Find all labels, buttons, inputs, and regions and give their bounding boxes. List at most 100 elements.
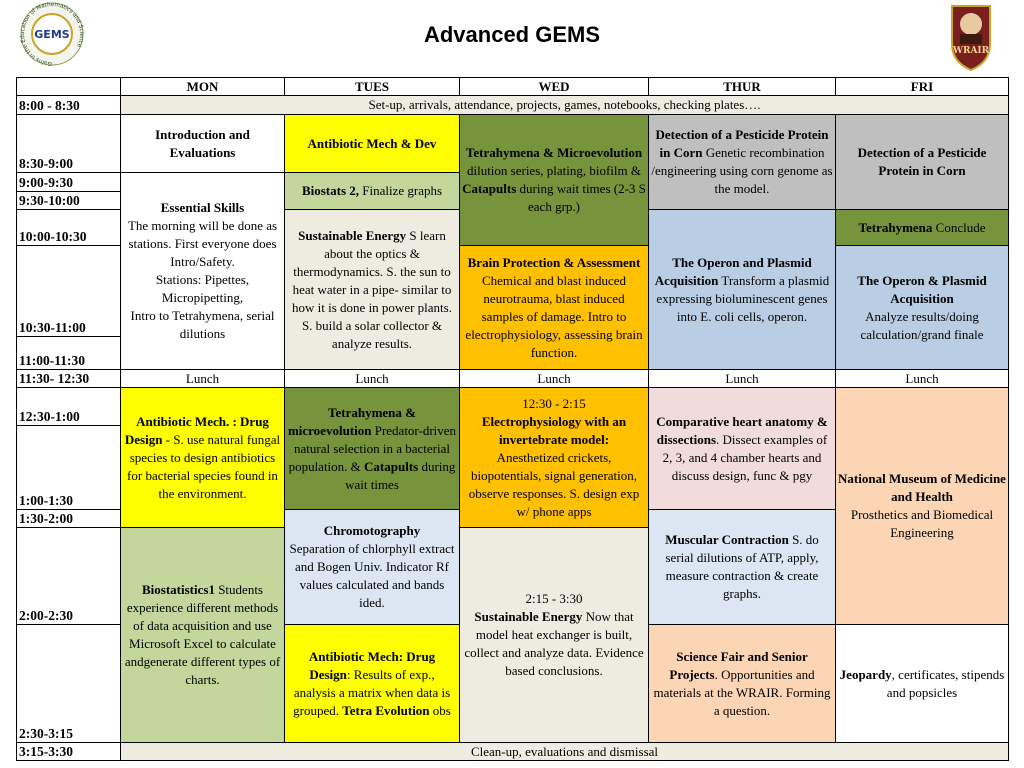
schedule-cell: Detection of a Pesticide Protein in Corn… [648,114,836,210]
bold-text: Jeopardy [839,666,892,682]
wrair-logo: WRAIR [951,5,991,72]
bold-text: The Operon & Plasmid Acquisition [857,272,987,306]
day-header: THUR [648,77,836,96]
cell-paragraph: Chromotography [324,522,421,540]
cell-paragraph: Sustainable Energy S learn about the opt… [287,227,457,353]
bold-text: Electrophysiology with an invertebrate m… [481,413,627,447]
text: Stations: Pipettes, Micropipetting, [155,272,250,305]
bold-text: Detection of a Pesticide Protein in Corn [655,127,829,160]
cell-paragraph: Antibiotic Mech & Dev [308,135,437,153]
logo-text: WRAIR [952,46,990,56]
text: Lunch [537,370,571,386]
cell-paragraph: Tetrahymena & microevolution Predator-dr… [287,404,457,494]
bold-text: Antibiotic Mech. : Drug Design [124,413,269,447]
time-cell: 8:30-9:00 [16,114,121,173]
cell-paragraph: Anesthetized crickets, biopotentials, si… [462,449,646,521]
cell-paragraph: Biostatistics1 Students experience diffe… [123,581,282,689]
schedule-cell: Essential Skills The morning will be done… [120,172,285,370]
cell-paragraph: Set-up, arrivals, attendance, projects, … [368,96,760,114]
cell-paragraph: Essential Skills [161,199,244,217]
bold-text: Tetra Evolution [342,702,430,718]
schedule-cell: Jeopardy, certificates, stipends and pop… [835,624,1009,743]
text: during wait times [345,458,456,492]
cell-paragraph: Jeopardy, certificates, stipends and pop… [838,666,1006,702]
schedule-cell: Brain Protection & Assessment Chemical a… [459,245,649,370]
text: during wait times (2-3 S each grp.) [516,181,646,214]
day-header: WED [459,77,649,96]
schedule-cell: Antibiotic Mech & Dev [284,114,460,173]
cell-paragraph: National Museum of Medicine and Health [838,470,1006,506]
schedule-cell: Sustainable Energy S learn about the opt… [284,209,460,370]
gems-logo: Gains in the Education of Mathematics an… [20,2,84,66]
bold-text: Muscular Contraction [665,532,789,547]
schedule-cell: Antibiotic Mech. : Drug Design - S. use … [120,387,285,528]
text: Now that model heat exchanger is built, … [464,609,644,678]
logo-text: GEMS [34,28,69,41]
bold-text: Biostats 2, [301,183,359,198]
cell-paragraph: Biostats 2, Finalize graphs [302,182,442,200]
text: - S. use natural fungal species to desig… [127,431,281,501]
cell-paragraph: Introduction and Evaluations [123,126,282,162]
bold-text: Tetrahymena & Microevolution [465,145,643,160]
cell-paragraph: Science Fair and Senior Projects. Opport… [651,648,833,720]
bold-text: Chromotography [323,523,421,538]
schedule-cell: Lunch [284,369,460,388]
text: . Dissect examples of 2, 3, and 4 chambe… [662,431,828,483]
text: Finalize graphs [359,183,443,198]
schedule-cell: Lunch [835,369,1009,388]
text: S learn about the optics & thermodynamic… [292,227,452,351]
time-cell: 9:00-9:30 [16,172,121,192]
text: obs [429,702,451,718]
text: , certificates, stipends and popsicles [886,666,1005,700]
text: . Opportunities and materials at the WRA… [653,666,831,718]
cell-paragraph: Tetrahymena Conclude [859,219,986,237]
text: Prosthetics and Biomedical Engineering [850,507,994,540]
bold-text: The Operon and Plasmid Acquisition [654,254,812,288]
corner-cell [16,77,121,96]
schedule-cell: Science Fair and Senior Projects. Opport… [648,624,836,743]
text: Lunch [905,370,939,386]
cell-paragraph: Lunch [355,370,388,387]
day-header: MON [120,77,285,96]
cell-paragraph: Intro to Tetrahymena, serial dilutions [123,307,282,343]
text: Conclude [932,219,986,235]
bold-text: Catapults [364,458,419,474]
schedule-cell: Tetrahymena & Microevolution dilution se… [459,114,649,246]
schedule-cell: Lunch [120,369,285,388]
cell-paragraph: Sustainable Energy Now that model heat e… [462,608,646,680]
cell-paragraph: Antibiotic Mech: Drug Design: Results of… [287,648,457,720]
schedule-cell: Detection of a Pesticide Protein in Corn [835,114,1009,210]
logo-core [31,13,73,55]
text: 12:30 - 2:15 [522,395,586,411]
time-cell: 10:00-10:30 [16,209,121,246]
schedule-cell: Tetrahymena & microevolution Predator-dr… [284,387,460,510]
bold-text: Brain Protection & Assessment [467,254,641,270]
text: Transform a plasmid expressing biolumine… [656,272,830,324]
schedule-cell: Lunch [459,369,649,388]
cell-paragraph: Lunch [725,370,758,387]
text: Predator-driven natural selection in a b… [288,422,457,474]
bold-text: Catapults [462,181,517,196]
schedule-cell: The Operon & Plasmid Acquisition Analyze … [835,245,1009,370]
cell-paragraph: Lunch [186,370,219,387]
cell-paragraph: Tetrahymena & Microevolution dilution se… [462,144,646,216]
text: Chemical and blast induced neurotrauma, … [465,272,643,360]
schedule-cell: 12:30 - 2:15 Electrophysiology with an in… [459,387,649,528]
bold-text: Science Fair and Senior Projects [669,648,808,682]
text: Intro to Tetrahymena, serial dilutions [130,308,275,341]
bold-text: National Museum of Medicine and Health [838,471,1006,504]
text: Genetic recombination /engineering using… [651,145,833,196]
bold-text: Antibiotic Mech & Dev [307,135,437,151]
schedule-cell: Muscular Contraction S. do serial diluti… [648,509,836,625]
schedule-cell: Biostatistics1 Students experience diffe… [120,527,285,743]
cell-paragraph: 2:15 - 3:30 [525,590,582,608]
schedule-cell: The Operon and Plasmid Acquisition Trans… [648,209,836,370]
bold-text: Antibiotic Mech: Drug Design [308,648,436,682]
time-cell: 2:30-3:15 [16,624,121,743]
text: dilution series, plating, biofilm & [466,163,642,178]
text: Separation of chlorphyll extract and Bog… [289,541,455,610]
cell-paragraph: Comparative heart anatomy & dissections.… [651,413,833,485]
bold-text: Tetrahymena [858,219,933,235]
cell-paragraph: Analyze results/doing calculation/grand … [838,308,1006,344]
text: Analyze results/doing calculation/grand … [860,308,984,342]
